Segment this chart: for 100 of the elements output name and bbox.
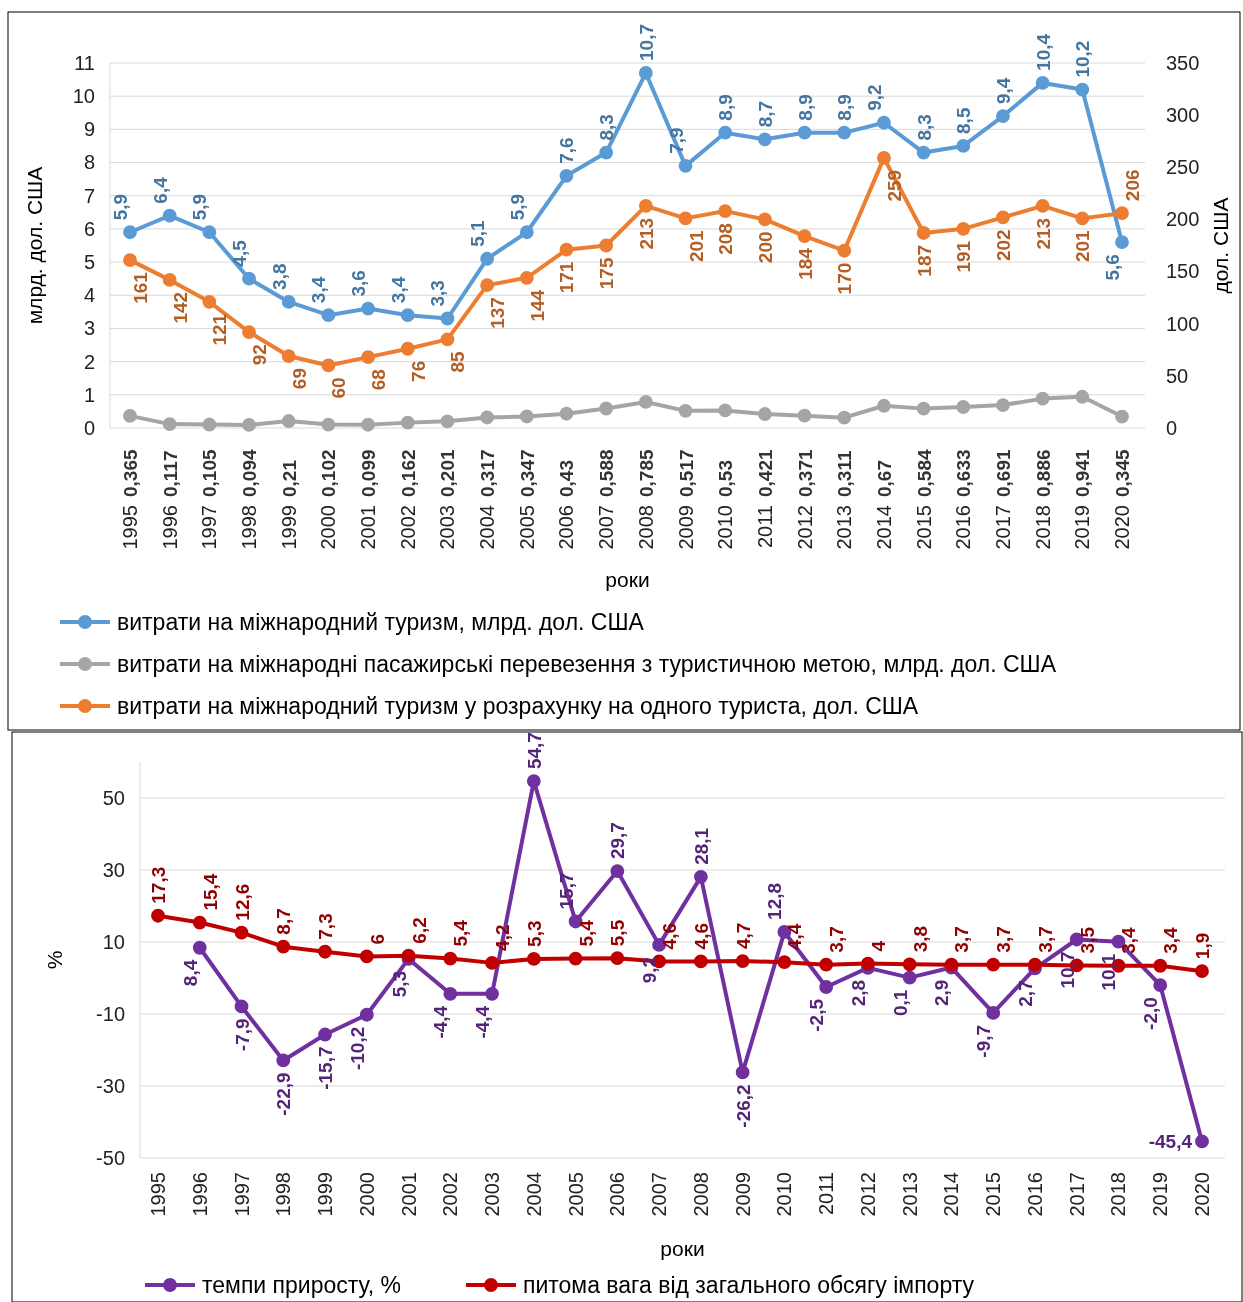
point <box>678 158 693 173</box>
point <box>996 109 1010 123</box>
data-label: 0,347 <box>516 449 538 497</box>
point <box>318 944 332 959</box>
point <box>234 925 249 940</box>
x-tick-label: 2003 <box>481 1172 504 1217</box>
x-tick-label: 2001 <box>397 1172 420 1217</box>
data-label: 60 <box>328 377 350 399</box>
point <box>400 341 415 356</box>
data-label: 161 <box>130 271 151 304</box>
point <box>559 168 574 183</box>
data-label: 144 <box>526 289 548 322</box>
x-tick-label: 2009 <box>731 1172 754 1217</box>
data-label: 5,4 <box>450 919 472 947</box>
point <box>192 915 207 930</box>
data-label: 10,7 <box>1056 951 1078 989</box>
point <box>480 410 495 425</box>
x-tick-label: 1997 <box>230 1172 253 1217</box>
y-tick-label: 0 <box>83 416 95 439</box>
x-tick-label: 2010 <box>714 505 737 550</box>
data-label: 2,9 <box>931 979 953 1006</box>
point <box>599 238 614 253</box>
y-tick-label: 1 <box>83 383 95 406</box>
x-tick-label: 1995 <box>147 1172 169 1217</box>
x-tick-label: 2018 <box>1107 1172 1130 1217</box>
point <box>757 212 772 227</box>
data-label: 5,1 <box>467 219 489 247</box>
x-tick-label: 2018 <box>1031 505 1054 550</box>
y2-tick-label: 50 <box>1166 364 1189 387</box>
data-label: 0,588 <box>596 449 618 497</box>
point <box>400 415 415 430</box>
data-label: 0,43 <box>556 460 578 497</box>
point <box>234 999 249 1014</box>
data-label: 7,3 <box>315 913 337 940</box>
data-label: 5,5 <box>607 919 629 947</box>
data-label: 29,7 <box>607 822 629 860</box>
data-label: 0,785 <box>635 449 657 497</box>
point <box>599 401 614 416</box>
point <box>1035 76 1050 90</box>
data-label: 12,6 <box>231 883 253 921</box>
y-tick-label: -10 <box>96 1002 125 1025</box>
y-tick-label: 10 <box>102 930 125 953</box>
data-label: 208 <box>715 223 737 255</box>
point <box>440 414 455 429</box>
data-label: -2,0 <box>1140 997 1162 1030</box>
point <box>485 986 499 1001</box>
data-label: 191 <box>953 240 975 273</box>
data-label: 6,2 <box>408 917 430 944</box>
point <box>996 210 1010 225</box>
data-label: 0,099 <box>358 449 380 497</box>
x-tick-label: 2006 <box>555 505 578 550</box>
legend-label: витрати на міжнародний туризм у розрахунку на одного туриста, дол. США <box>117 693 919 719</box>
data-label: -26,2 <box>732 1084 754 1128</box>
data-label: 171 <box>556 261 578 294</box>
y-tick-label: 5 <box>83 250 95 273</box>
x-tick-label: 2005 <box>515 505 538 550</box>
y-axis-title: % <box>43 950 66 970</box>
data-label: 4,7 <box>732 922 754 950</box>
point <box>443 951 458 966</box>
point <box>440 311 455 326</box>
data-label: 0,633 <box>953 449 975 497</box>
data-label: 121 <box>209 313 231 346</box>
point <box>1115 235 1129 250</box>
data-label: 3,7 <box>951 926 973 953</box>
point <box>1075 82 1090 97</box>
data-label: 8,3 <box>913 114 935 141</box>
x-tick-label: 2016 <box>1023 1172 1046 1217</box>
data-label: 5,6 <box>1102 254 1123 281</box>
data-label: 4,6 <box>690 923 712 950</box>
point <box>956 139 971 153</box>
x-axis-title: роки <box>605 568 650 591</box>
y2-tick-label: 350 <box>1166 51 1200 74</box>
point <box>757 407 772 421</box>
point <box>1195 964 1209 979</box>
point <box>797 408 812 423</box>
y-tick-label: -50 <box>96 1146 125 1169</box>
data-label: -7,9 <box>231 1018 253 1052</box>
point <box>902 970 917 985</box>
data-label: -45,4 <box>1148 1131 1193 1153</box>
point <box>916 226 931 240</box>
data-label: 0,53 <box>715 460 737 497</box>
x-tick-label: 1996 <box>188 1172 211 1217</box>
x-tick-label: 1999 <box>277 505 300 550</box>
x-tick-label: 2011 <box>815 1172 838 1216</box>
point <box>1075 389 1090 404</box>
data-label: 10,4 <box>1032 33 1054 71</box>
point <box>735 954 750 968</box>
point <box>519 225 534 240</box>
point <box>599 145 614 160</box>
x-tick-label: 2020 <box>1111 505 1133 550</box>
x-tick-label: 2012 <box>856 1172 879 1217</box>
data-label: 5,4 <box>575 919 597 947</box>
point <box>1195 1134 1209 1149</box>
point <box>1115 409 1129 424</box>
point <box>162 417 177 432</box>
data-label: -4,4 <box>472 1005 494 1039</box>
y2-tick-label: 150 <box>1166 260 1200 283</box>
y-tick-label: 30 <box>102 858 125 881</box>
point <box>986 957 1001 972</box>
data-label: 3,5 <box>1076 926 1098 954</box>
